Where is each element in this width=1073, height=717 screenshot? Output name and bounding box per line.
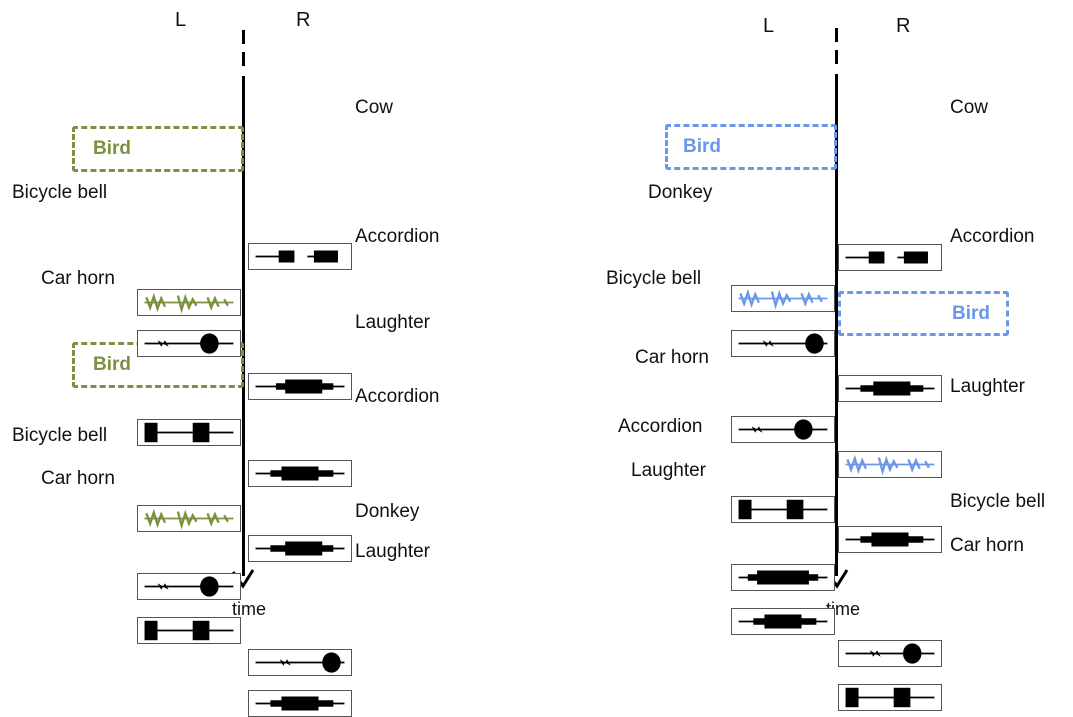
target-bird-box: Bird xyxy=(665,124,837,170)
event-label-accordion: Accordion xyxy=(618,416,703,437)
timeline-dash xyxy=(242,52,245,66)
waveform-car-horn xyxy=(731,416,835,443)
event-label-accordion: Accordion xyxy=(950,226,1035,247)
event-label-donkey: Donkey xyxy=(355,501,420,522)
event-label-bird: Bird xyxy=(93,138,131,159)
waveform-bicycle-bell xyxy=(838,684,942,711)
event-label-accordion: Accordion xyxy=(355,386,440,407)
event-label-accordion: Accordion xyxy=(355,226,440,247)
right-channel-header: R xyxy=(896,15,911,37)
time-axis-label: time xyxy=(232,599,267,619)
waveform-laughter xyxy=(248,690,352,717)
event-label-donkey: Donkey xyxy=(648,182,713,203)
waveform-laughter xyxy=(838,375,942,402)
waveform-laughter xyxy=(248,535,352,562)
waveform-laughter xyxy=(731,608,835,635)
waveform-accordion xyxy=(838,244,942,271)
event-label-bicycle-bell: Bicycle bell xyxy=(950,491,1046,512)
waveform-accordion xyxy=(248,243,352,270)
waveform-car-horn xyxy=(731,330,835,357)
timeline-dash xyxy=(835,28,838,42)
event-label-laughter: Laughter xyxy=(631,460,707,481)
left-channel-header: L xyxy=(175,9,187,31)
timeline-axis xyxy=(242,76,245,576)
event-label-laughter: Laughter xyxy=(355,541,431,562)
target-bird-box: Bird xyxy=(838,291,1009,336)
event-label-cow: Cow xyxy=(355,97,394,118)
event-label-bicycle-bell: Bicycle bell xyxy=(12,425,108,446)
waveform-laughter xyxy=(248,460,352,487)
waveform-bicycle-bell xyxy=(731,496,835,523)
event-label-bird: Bird xyxy=(93,354,131,375)
waveform-car-horn xyxy=(838,640,942,667)
event-label-bicycle-bell: Bicycle bell xyxy=(12,182,108,203)
event-label-cow: Cow xyxy=(950,97,989,118)
diagram-panel-blue: L R time Cow Bird Donkey Accordion Bicyc… xyxy=(560,0,1073,717)
waveform-bird xyxy=(137,505,241,532)
event-label-bicycle-bell: Bicycle bell xyxy=(606,268,702,289)
waveform-car-horn xyxy=(137,573,241,600)
waveform-bicycle-bell xyxy=(137,419,241,446)
waveform-car-horn xyxy=(248,649,352,676)
timeline-axis xyxy=(835,74,838,576)
event-label-laughter: Laughter xyxy=(950,376,1026,397)
event-label-car-horn: Car horn xyxy=(635,347,709,368)
waveform-bicycle-bell xyxy=(137,617,241,644)
timeline-dash xyxy=(835,50,838,64)
event-label-car-horn: Car horn xyxy=(41,468,115,489)
timeline-dash xyxy=(242,30,245,44)
waveform-laughter xyxy=(838,526,942,553)
left-channel-header: L xyxy=(763,15,775,37)
waveform-bird xyxy=(731,285,835,312)
waveform-laughter xyxy=(248,373,352,400)
waveform-car-horn xyxy=(137,330,241,357)
diagram-panel-green: L R time Cow Bird Bicycle bell Accordion… xyxy=(0,0,520,717)
right-channel-header: R xyxy=(296,9,311,31)
waveform-laughter xyxy=(731,564,835,591)
waveform-bird xyxy=(838,451,942,478)
target-bird-box: Bird xyxy=(72,126,244,172)
event-label-bird: Bird xyxy=(952,302,990,324)
waveform-bird xyxy=(137,289,241,316)
event-label-car-horn: Car horn xyxy=(41,268,115,289)
event-label-bird: Bird xyxy=(683,136,721,157)
event-label-laughter: Laughter xyxy=(355,312,431,333)
event-label-car-horn: Car horn xyxy=(950,535,1024,556)
